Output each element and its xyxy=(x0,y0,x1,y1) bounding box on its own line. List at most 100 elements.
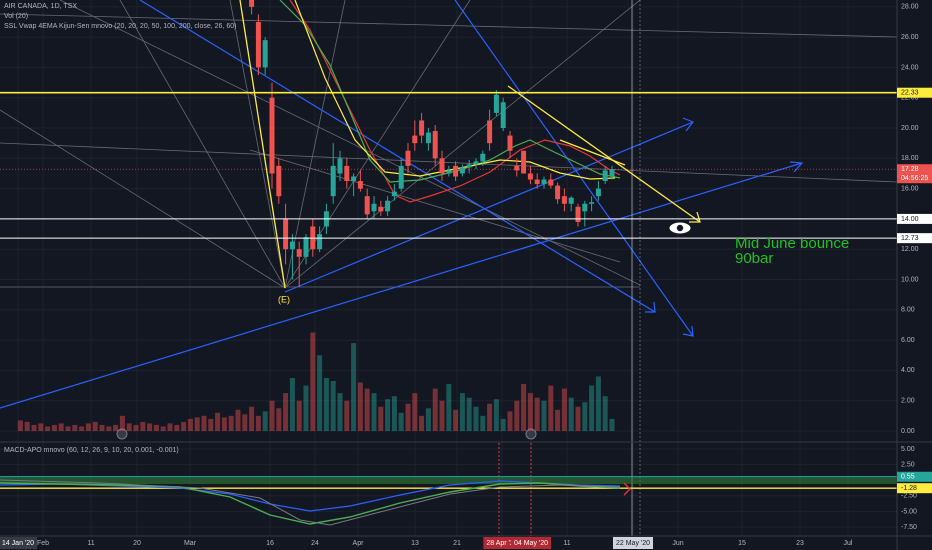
x-tick-label: Mar xyxy=(184,540,197,547)
x-tick-label: Apr xyxy=(353,540,365,547)
x-tick-label: 16 xyxy=(266,540,274,547)
volume-bar xyxy=(221,417,227,432)
volume-bar xyxy=(459,393,465,432)
y-tick-label: 16.00 xyxy=(901,185,919,192)
volume-bar xyxy=(514,400,520,432)
volume-bar xyxy=(323,377,329,432)
volume-bar xyxy=(276,408,282,432)
volume-bar xyxy=(133,424,139,432)
volume-bar xyxy=(289,377,295,432)
y-tick-label: 4.00 xyxy=(901,367,915,374)
x-tick-label: 11 xyxy=(563,540,570,547)
volume-bar xyxy=(24,421,30,432)
candle-body xyxy=(289,241,295,250)
eye-icon xyxy=(668,221,692,235)
volume-bar xyxy=(548,385,554,432)
fan-line xyxy=(284,0,346,289)
volume-bar xyxy=(405,403,411,432)
level-label: 14.00 xyxy=(901,216,919,223)
volume-bar xyxy=(317,355,323,432)
candle-body xyxy=(391,191,397,197)
volume-bar xyxy=(412,393,418,432)
x-tick-label: 21 xyxy=(453,540,461,547)
x-tick-label: 14 Jan '20 xyxy=(2,540,34,547)
candle-body xyxy=(609,169,615,177)
annotation: 90bar xyxy=(735,250,773,267)
volume-bar xyxy=(425,408,431,432)
fan-line xyxy=(0,109,286,289)
volume-bar xyxy=(453,409,459,432)
candle-body xyxy=(595,188,601,197)
y-tick-label: 24.00 xyxy=(901,64,919,71)
volume-bar xyxy=(555,409,561,432)
trend-line xyxy=(0,13,898,38)
level-label-bg xyxy=(897,233,932,244)
candle-body xyxy=(548,179,554,186)
y-tick-label: 28.00 xyxy=(901,4,919,11)
arrow-head xyxy=(682,117,694,132)
candle-body xyxy=(602,170,608,182)
candle-body xyxy=(575,206,581,222)
candle-body xyxy=(534,179,540,185)
trend-line xyxy=(559,139,626,166)
volume-bar xyxy=(310,332,316,432)
y-tick-label: 10.00 xyxy=(901,276,919,283)
candle-body xyxy=(561,196,567,204)
arrow-head xyxy=(682,325,694,337)
volume-bar xyxy=(568,397,574,432)
trend-line xyxy=(0,162,803,409)
candle-body xyxy=(364,196,370,215)
volume-bar xyxy=(269,400,275,432)
volume-bar xyxy=(432,388,438,432)
candle-body xyxy=(500,102,506,129)
volume-bar xyxy=(473,406,479,432)
volume-bar xyxy=(446,384,452,432)
fan-line xyxy=(249,149,621,263)
x-tick-label: 04 May '20 xyxy=(514,540,548,547)
volume-bar xyxy=(398,412,404,432)
level-label: 22.33 xyxy=(901,90,919,97)
volume-bar xyxy=(534,397,540,432)
macd-tick-label: -5.00 xyxy=(901,508,917,515)
candle-body xyxy=(385,200,391,212)
x-tick-label: 28 Apr '20 xyxy=(486,540,517,547)
volume-bar xyxy=(419,415,425,432)
candle-body xyxy=(521,150,527,174)
candle-body xyxy=(255,21,261,68)
candle-body xyxy=(419,120,425,136)
volume-bar xyxy=(493,399,499,432)
volume-bar xyxy=(174,424,180,432)
trend-line xyxy=(139,0,656,313)
arrow-head xyxy=(689,211,701,223)
volume-bar xyxy=(487,403,493,432)
x-label-bg xyxy=(612,537,654,549)
macd-lines xyxy=(0,478,897,526)
candle-body xyxy=(330,165,336,197)
event-marker[interactable] xyxy=(116,428,128,440)
macd-tick-label: -7.50 xyxy=(901,524,917,531)
candle-body xyxy=(439,158,445,174)
candle-body xyxy=(296,249,302,257)
volume-bar xyxy=(589,385,595,432)
trend-line xyxy=(507,85,701,223)
x-tick-label: Jul xyxy=(844,540,853,547)
volume-bar xyxy=(378,406,384,432)
event-marker[interactable] xyxy=(525,428,537,440)
volume-bar xyxy=(194,417,200,432)
candle-body xyxy=(480,153,486,162)
volume-bar xyxy=(65,426,71,432)
volume-bar xyxy=(140,421,146,432)
volume-bar xyxy=(201,415,207,432)
volume-bar xyxy=(602,396,608,432)
macd-tick-label: 2.50 xyxy=(901,461,915,468)
volume-bar xyxy=(126,423,132,432)
volume-bar xyxy=(582,402,588,432)
volume-bar xyxy=(160,426,166,432)
x-tick-label: Feb xyxy=(37,540,49,547)
candle-body xyxy=(398,165,404,189)
volume-bar xyxy=(303,385,309,432)
x-tick-label: Jun xyxy=(672,540,683,547)
x-tick-label: 22 May '20 xyxy=(616,540,650,547)
